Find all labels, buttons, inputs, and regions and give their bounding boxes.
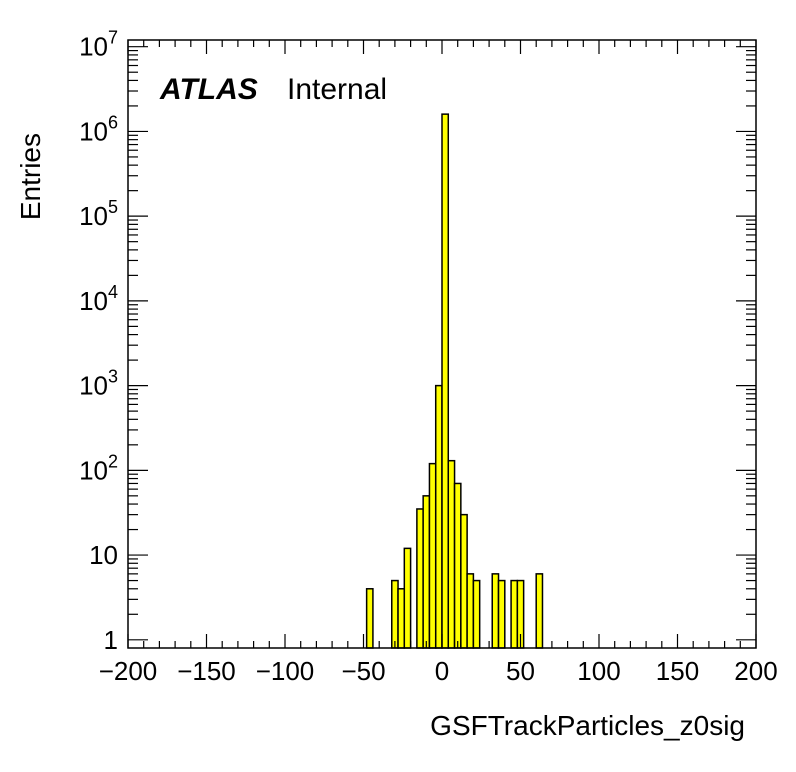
histogram-bin-9 [447,459,456,649]
x-axis-title: GSFTrackParticles_z0sig [430,710,745,741]
y-tick-label: 10 [89,540,118,570]
histogram-bin-13 [472,579,481,649]
x-tick-label: 0 [435,656,449,686]
histogram-bin-8 [441,113,450,649]
histogram-bin-2 [397,588,406,649]
y-tick-label: 104 [79,282,118,316]
x-tick-label: 50 [506,656,535,686]
y-tick-label: 107 [79,28,118,62]
histogram-bin-1 [391,579,399,649]
y-tick-label: 1 [104,625,118,655]
axis-ticks [127,40,757,648]
histogram-bin-4 [416,508,424,649]
y-tick-label: 105 [79,197,118,231]
atlas-label: ATLAS [159,73,258,106]
histogram-bin-7 [434,384,443,649]
histogram-bin-15 [497,579,506,649]
y-tick-labels: 1 10 102 103 104 105 106 107 [79,28,118,655]
x-tick-label: −150 [177,656,236,686]
histogram-bin-11 [460,513,468,649]
x-tick-label: 100 [577,656,620,686]
y-axis-title: Entries [15,133,46,220]
x-tick-label: −50 [341,656,385,686]
histogram-bin-5 [422,495,431,649]
y-tick-label: 106 [79,112,118,146]
histogram-bin-12 [466,573,475,649]
histogram-bin-3 [403,547,412,649]
x-tick-label: −100 [256,656,315,686]
x-tick-label: −200 [99,656,158,686]
x-tick-labels: −200 −150 −100 −50 0 50 100 150 200 [99,656,778,686]
internal-label: Internal [287,73,387,106]
x-tick-label: 200 [734,656,777,686]
x-tick-label: 150 [656,656,699,686]
histogram-bin-0 [365,588,374,649]
plot-frame [127,39,757,649]
histogram-bin-16 [510,579,519,649]
y-tick-label: 102 [79,451,118,485]
histogram-bin-10 [453,482,462,649]
histogram-bin-6 [428,462,437,649]
y-tick-label: 103 [79,367,118,401]
histogram-bin-14 [491,573,500,649]
histogram-bin-18 [535,573,544,649]
